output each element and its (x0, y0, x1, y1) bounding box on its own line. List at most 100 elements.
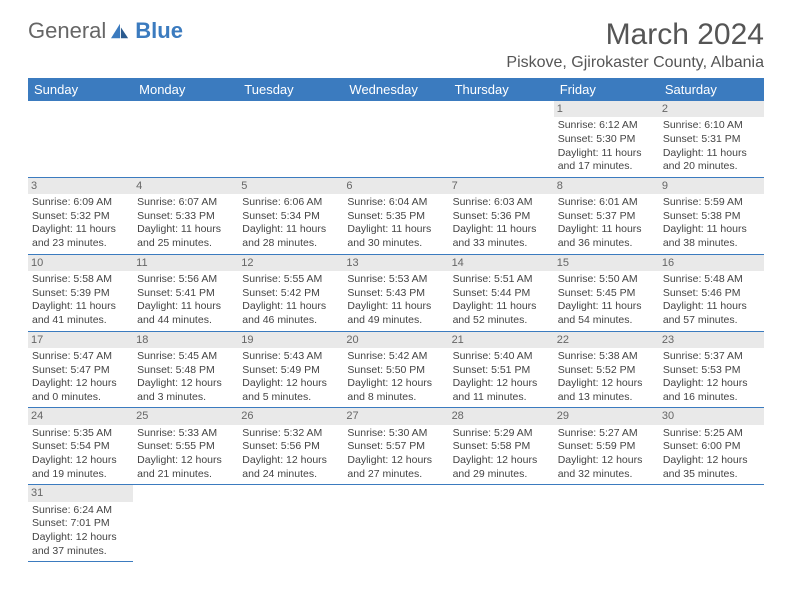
calendar-empty-cell (133, 101, 238, 177)
calendar-day-cell: 2Sunrise: 6:10 AMSunset: 5:31 PMDaylight… (659, 101, 764, 177)
day-number: 27 (343, 408, 448, 424)
daylight-line: Daylight: 12 hours and 32 minutes. (558, 454, 655, 481)
sunset-line: Sunset: 5:36 PM (453, 210, 550, 224)
calendar-day-cell: 8Sunrise: 6:01 AMSunset: 5:37 PMDaylight… (554, 177, 659, 254)
sunrise-line: Sunrise: 6:07 AM (137, 196, 234, 210)
day-number: 21 (449, 332, 554, 348)
day-number: 24 (28, 408, 133, 424)
daylight-line: Daylight: 11 hours and 28 minutes. (242, 223, 339, 250)
day-number: 17 (28, 332, 133, 348)
sunrise-line: Sunrise: 5:50 AM (558, 273, 655, 287)
daylight-line: Daylight: 12 hours and 29 minutes. (453, 454, 550, 481)
weekday-header-row: SundayMondayTuesdayWednesdayThursdayFrid… (28, 78, 764, 101)
sunset-line: Sunset: 5:37 PM (558, 210, 655, 224)
sunset-line: Sunset: 5:59 PM (558, 440, 655, 454)
sunrise-line: Sunrise: 6:04 AM (347, 196, 444, 210)
calendar-empty-cell (449, 485, 554, 562)
calendar-empty-cell (449, 101, 554, 177)
day-number: 12 (238, 255, 343, 271)
calendar-row: 24Sunrise: 5:35 AMSunset: 5:54 PMDayligh… (28, 408, 764, 485)
daylight-line: Daylight: 12 hours and 19 minutes. (32, 454, 129, 481)
calendar-day-cell: 18Sunrise: 5:45 AMSunset: 5:48 PMDayligh… (133, 331, 238, 408)
sunrise-line: Sunrise: 6:03 AM (453, 196, 550, 210)
day-number: 15 (554, 255, 659, 271)
sunset-line: Sunset: 5:49 PM (242, 364, 339, 378)
daylight-line: Daylight: 11 hours and 36 minutes. (558, 223, 655, 250)
sunrise-line: Sunrise: 5:30 AM (347, 427, 444, 441)
day-number: 28 (449, 408, 554, 424)
sunset-line: Sunset: 5:45 PM (558, 287, 655, 301)
calendar-day-cell: 20Sunrise: 5:42 AMSunset: 5:50 PMDayligh… (343, 331, 448, 408)
daylight-line: Daylight: 12 hours and 5 minutes. (242, 377, 339, 404)
day-number: 26 (238, 408, 343, 424)
sunrise-line: Sunrise: 5:47 AM (32, 350, 129, 364)
calendar-row: 17Sunrise: 5:47 AMSunset: 5:47 PMDayligh… (28, 331, 764, 408)
calendar-empty-cell (554, 485, 659, 562)
weekday-header: Friday (554, 78, 659, 101)
calendar-empty-cell (238, 485, 343, 562)
day-number: 13 (343, 255, 448, 271)
daylight-line: Daylight: 12 hours and 24 minutes. (242, 454, 339, 481)
sunset-line: Sunset: 5:57 PM (347, 440, 444, 454)
sunset-line: Sunset: 5:48 PM (137, 364, 234, 378)
weekday-header: Saturday (659, 78, 764, 101)
day-number: 11 (133, 255, 238, 271)
sunset-line: Sunset: 5:44 PM (453, 287, 550, 301)
calendar-day-cell: 12Sunrise: 5:55 AMSunset: 5:42 PMDayligh… (238, 254, 343, 331)
calendar-empty-cell (343, 485, 448, 562)
sunrise-line: Sunrise: 5:53 AM (347, 273, 444, 287)
calendar-day-cell: 11Sunrise: 5:56 AMSunset: 5:41 PMDayligh… (133, 254, 238, 331)
logo-text-1: General (28, 18, 106, 44)
calendar-empty-cell (343, 101, 448, 177)
calendar-day-cell: 29Sunrise: 5:27 AMSunset: 5:59 PMDayligh… (554, 408, 659, 485)
sunset-line: Sunset: 5:54 PM (32, 440, 129, 454)
sunset-line: Sunset: 5:55 PM (137, 440, 234, 454)
location-subtitle: Piskove, Gjirokaster County, Albania (506, 54, 764, 72)
calendar-table: SundayMondayTuesdayWednesdayThursdayFrid… (28, 78, 764, 562)
calendar-row: 3Sunrise: 6:09 AMSunset: 5:32 PMDaylight… (28, 177, 764, 254)
weekday-header: Monday (133, 78, 238, 101)
sunset-line: Sunset: 5:38 PM (663, 210, 760, 224)
day-number: 29 (554, 408, 659, 424)
sunset-line: Sunset: 5:43 PM (347, 287, 444, 301)
calendar-day-cell: 31Sunrise: 6:24 AMSunset: 7:01 PMDayligh… (28, 485, 133, 562)
sunset-line: Sunset: 5:30 PM (558, 133, 655, 147)
calendar-day-cell: 26Sunrise: 5:32 AMSunset: 5:56 PMDayligh… (238, 408, 343, 485)
calendar-day-cell: 14Sunrise: 5:51 AMSunset: 5:44 PMDayligh… (449, 254, 554, 331)
daylight-line: Daylight: 12 hours and 37 minutes. (32, 531, 129, 558)
daylight-line: Daylight: 12 hours and 0 minutes. (32, 377, 129, 404)
day-number: 25 (133, 408, 238, 424)
calendar-day-cell: 23Sunrise: 5:37 AMSunset: 5:53 PMDayligh… (659, 331, 764, 408)
calendar-empty-cell (238, 101, 343, 177)
daylight-line: Daylight: 11 hours and 57 minutes. (663, 300, 760, 327)
daylight-line: Daylight: 11 hours and 38 minutes. (663, 223, 760, 250)
daylight-line: Daylight: 12 hours and 35 minutes. (663, 454, 760, 481)
logo-sail-icon (109, 22, 131, 40)
daylight-line: Daylight: 11 hours and 49 minutes. (347, 300, 444, 327)
daylight-line: Daylight: 11 hours and 52 minutes. (453, 300, 550, 327)
day-number: 9 (659, 178, 764, 194)
calendar-day-cell: 10Sunrise: 5:58 AMSunset: 5:39 PMDayligh… (28, 254, 133, 331)
daylight-line: Daylight: 12 hours and 16 minutes. (663, 377, 760, 404)
weekday-header: Tuesday (238, 78, 343, 101)
sunrise-line: Sunrise: 5:43 AM (242, 350, 339, 364)
sunset-line: Sunset: 6:00 PM (663, 440, 760, 454)
sunrise-line: Sunrise: 6:09 AM (32, 196, 129, 210)
sunset-line: Sunset: 5:50 PM (347, 364, 444, 378)
sunset-line: Sunset: 5:31 PM (663, 133, 760, 147)
sunset-line: Sunset: 5:46 PM (663, 287, 760, 301)
calendar-day-cell: 28Sunrise: 5:29 AMSunset: 5:58 PMDayligh… (449, 408, 554, 485)
day-number: 10 (28, 255, 133, 271)
calendar-day-cell: 9 Sunrise: 5:59 AMSunset: 5:38 PMDaylight… (659, 177, 764, 254)
sunset-line: Sunset: 5:35 PM (347, 210, 444, 224)
calendar-day-cell: 22Sunrise: 5:38 AMSunset: 5:52 PMDayligh… (554, 331, 659, 408)
calendar-empty-cell (28, 101, 133, 177)
daylight-line: Daylight: 12 hours and 8 minutes. (347, 377, 444, 404)
weekday-header: Wednesday (343, 78, 448, 101)
sunrise-line: Sunrise: 5:59 AM (663, 196, 760, 210)
sunrise-line: Sunrise: 5:35 AM (32, 427, 129, 441)
sunrise-line: Sunrise: 5:40 AM (453, 350, 550, 364)
day-number: 22 (554, 332, 659, 348)
day-number: 16 (659, 255, 764, 271)
calendar-day-cell: 27Sunrise: 5:30 AMSunset: 5:57 PMDayligh… (343, 408, 448, 485)
